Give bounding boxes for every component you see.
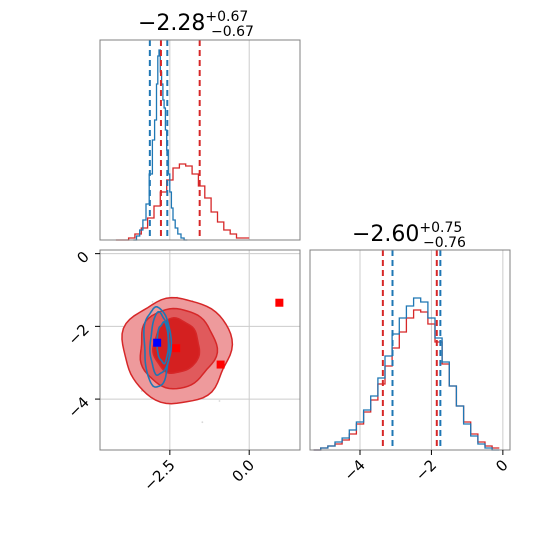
scatter-point [203,398,205,400]
title-param1-plus: +0.67 [205,9,248,25]
title-param2-median: −2.60 [352,222,419,247]
frame-hist2 [309,249,511,451]
marker-blue-0 [153,338,162,347]
marker-red-1 [172,344,181,353]
scatter-point [218,400,221,402]
series-blue-hist2 [313,297,500,451]
series-red-hist2 [313,309,500,451]
marker-red-2 [216,360,225,369]
frame-hist1 [99,39,301,241]
xtick-label-hist2-1: −2 [412,456,440,484]
contour-blue-level-1 [149,310,171,377]
joint-density-panel: −2.5 0.0 0 −2 −4 [64,248,301,495]
scatter-point [201,421,204,424]
xtick-label-joint-0: −2.5 [140,456,178,494]
title-param1: −2.28+0.67 [138,9,248,36]
title-param2-plus: +0.75 [419,220,462,236]
title-param2-minus: −0.76 [423,235,466,251]
marker-red-0 [275,298,284,307]
title-param1-minus: −0.67 [211,24,254,40]
xtick-label-hist2-0: −4 [340,456,368,484]
histogram-panel-param1 [99,39,301,241]
title-param2: −2.60+0.75 [352,220,462,247]
frame-joint [99,249,301,451]
ytick-label-joint-2: −4 [64,393,92,421]
xtick-label-hist2-2: 0 [492,456,511,475]
contour-blue-level-0 [143,306,173,388]
series-red-hist1 [115,163,250,241]
series-blue-hist1 [133,49,188,241]
scatter-point [151,300,154,303]
title-param1-median: −2.28 [138,11,205,36]
ytick-label-joint-0: 0 [73,248,92,267]
histogram-panel-param2: −4 −2 0 [309,249,512,484]
xtick-label-joint-1: 0.0 [228,456,258,486]
ytick-label-joint-1: −2 [64,320,92,348]
